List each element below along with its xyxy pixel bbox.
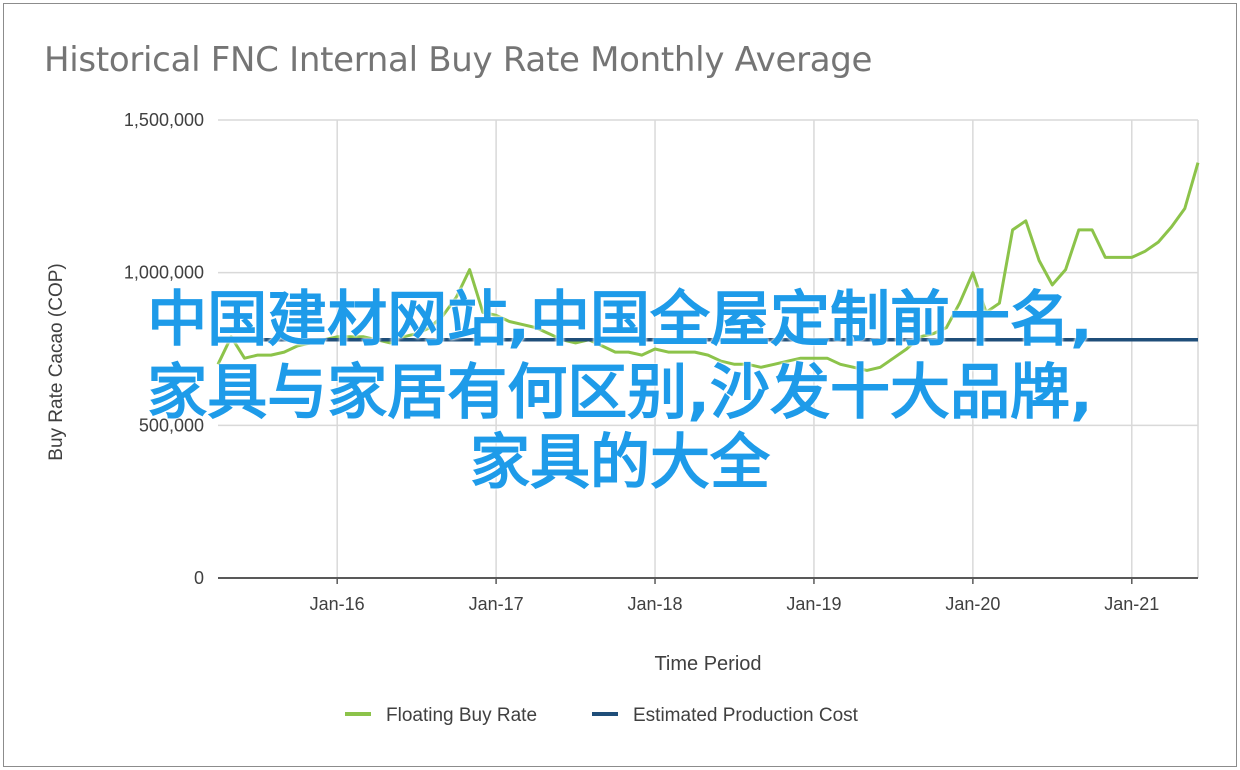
legend-label: Floating Buy Rate	[386, 705, 537, 726]
legend-label: Estimated Production Cost	[633, 705, 859, 726]
tick-labels: 0 500,000 1,000,000 1,500,000 Jan-16 Jan-17 Ja…	[124, 110, 1159, 614]
chart-title: Historical FNC Internal Buy Rate Monthly…	[44, 40, 873, 80]
x-tick-label: Jan-21	[1104, 594, 1159, 614]
overlay-text-line-3: 家具的大全	[470, 428, 770, 498]
chart-frame	[3, 3, 1237, 767]
x-tick-label: Jan-17	[469, 594, 524, 614]
x-axis-label: Time Period	[654, 653, 761, 675]
y-tick-label: 1,500,000	[124, 110, 204, 130]
series-layer	[216, 162, 1200, 372]
y-axis-label: Buy Rate Cacao (COP)	[46, 263, 67, 460]
x-tick-label: Jan-18	[628, 594, 683, 614]
x-tick-label: Jan-19	[786, 594, 841, 614]
x-tick-label: Jan-20	[945, 594, 1000, 614]
x-tick-label: Jan-16	[310, 594, 365, 614]
overlay-text-line-2: 家具与家居有何区别,沙发十大品牌,	[147, 358, 1093, 428]
y-tick-label: 500,000	[139, 415, 204, 435]
y-tick-label: 0	[194, 568, 204, 588]
y-tick-label: 1,000,000	[124, 263, 204, 283]
axes	[218, 577, 1198, 584]
overlay-text-line-1: 中国建材网站,中国全屋定制前十名,	[147, 285, 1093, 355]
legend: Floating Buy Rate Estimated Production Co…	[345, 705, 859, 726]
